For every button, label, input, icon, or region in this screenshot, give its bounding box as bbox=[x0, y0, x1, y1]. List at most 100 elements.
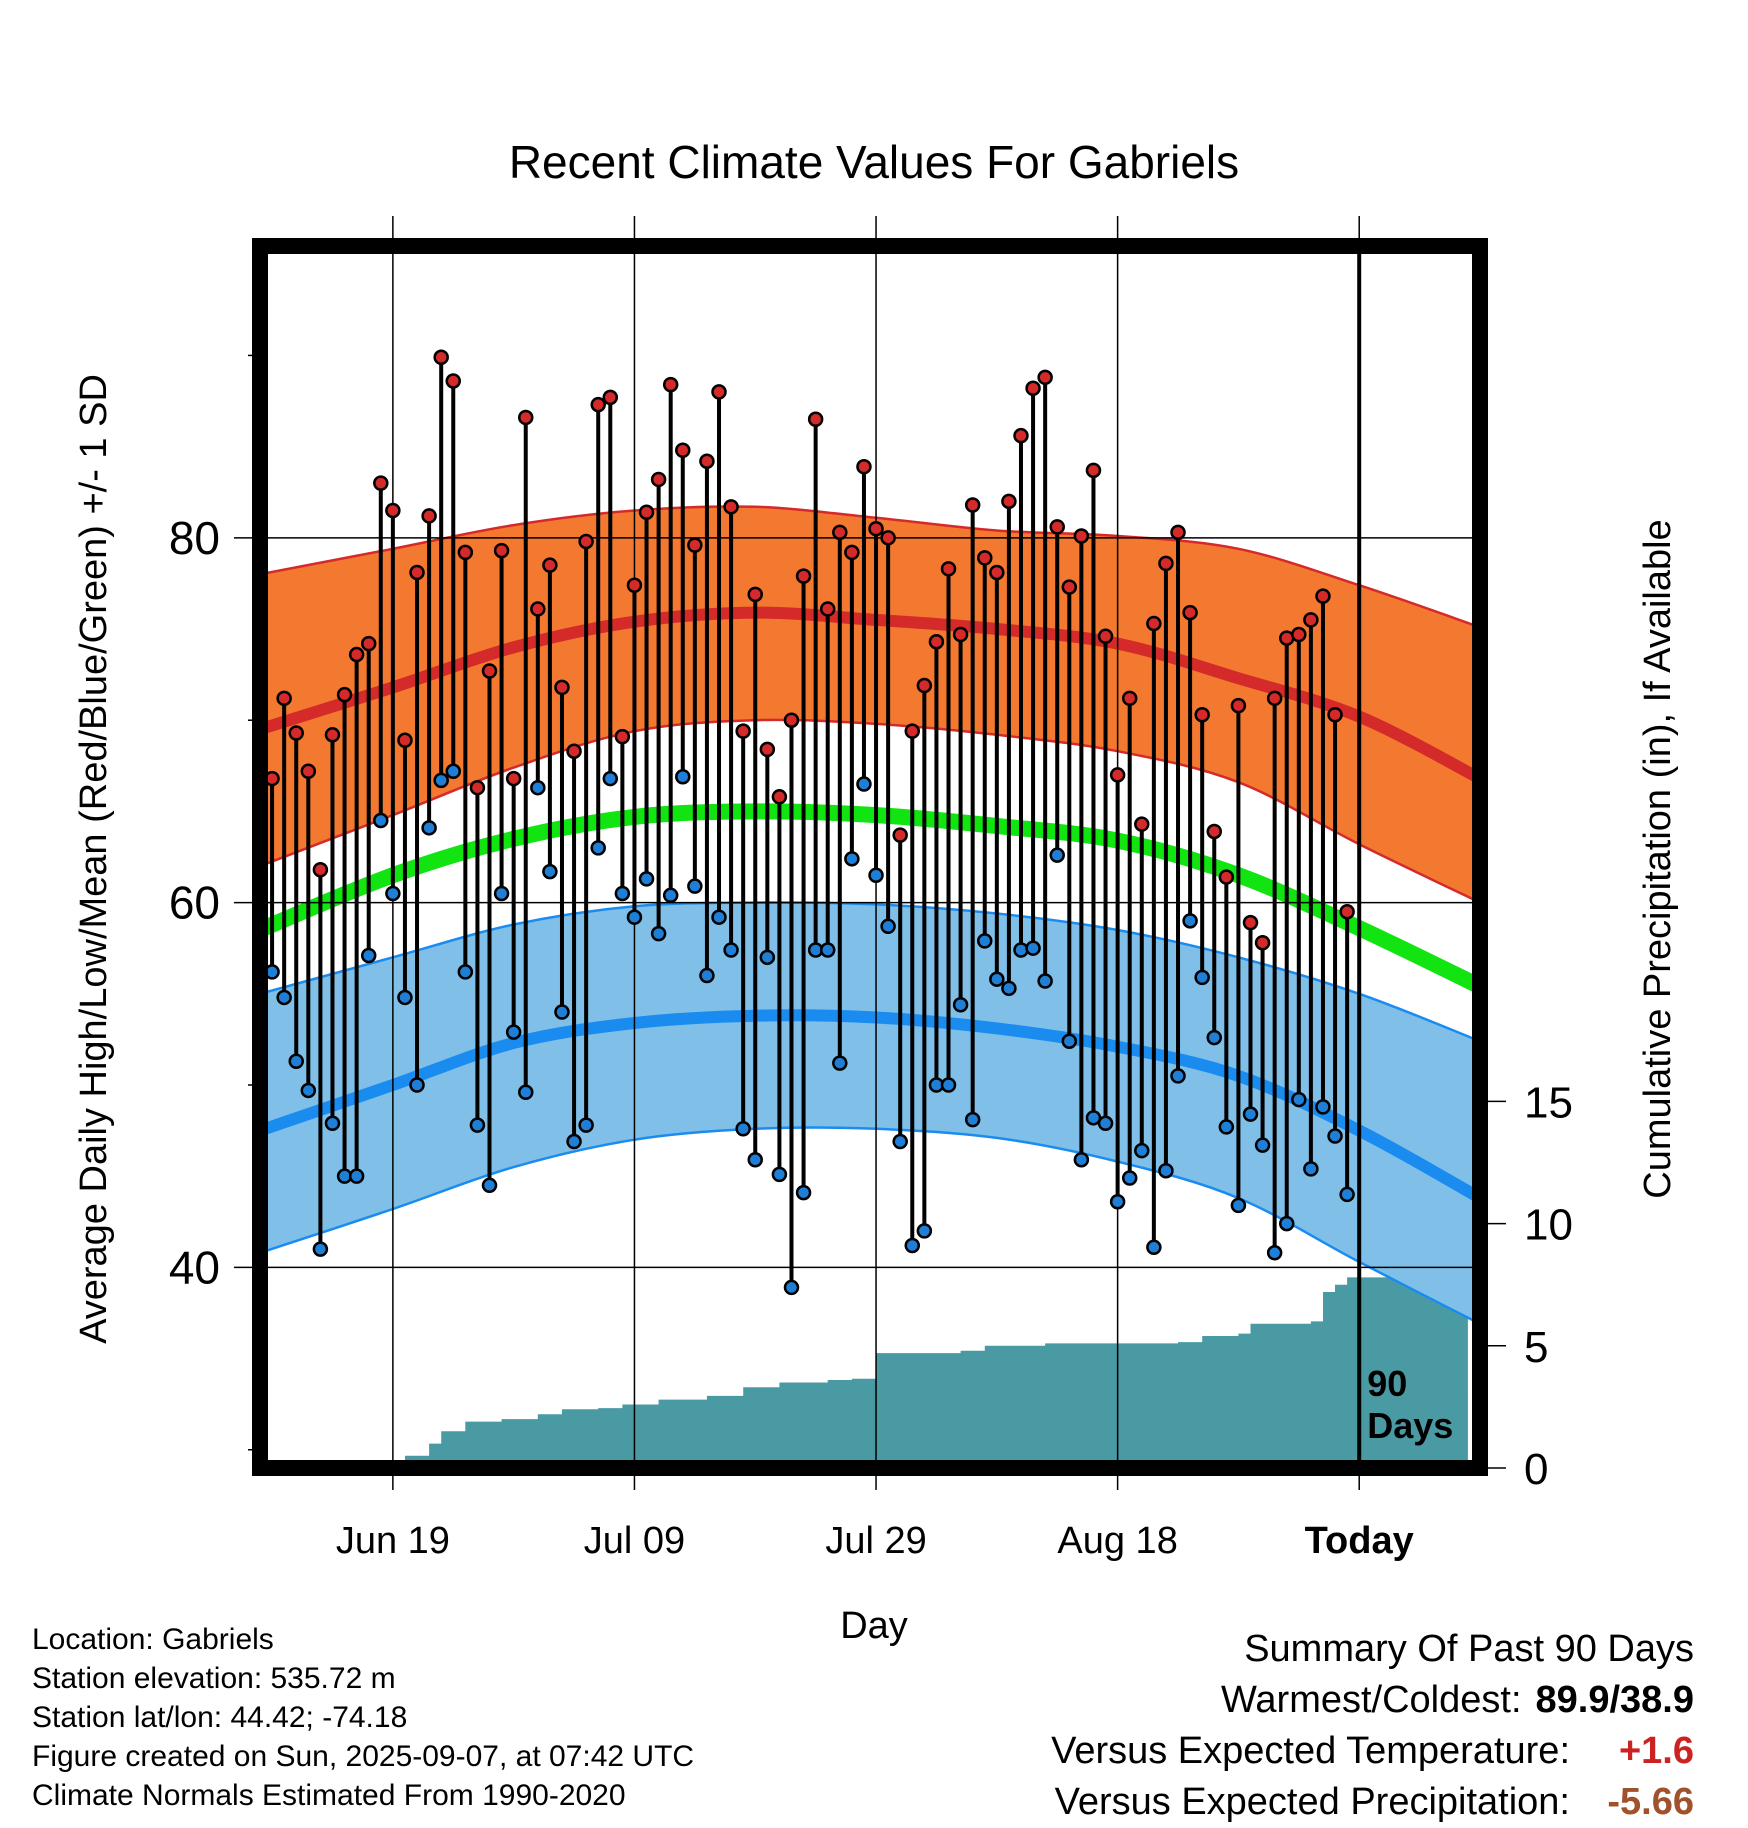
plot-area: 90 Days Jun 19 Jul 09 Jul 29 Aug 18 Today 40 60 8… bbox=[169, 216, 1573, 1562]
daily-low-point bbox=[493, 885, 510, 902]
daily-high-point bbox=[1097, 628, 1114, 645]
daily-high-point bbox=[312, 862, 329, 878]
precip-deviation-value: -5.66 bbox=[1607, 1781, 1694, 1823]
daily-low-point bbox=[1134, 1142, 1150, 1159]
daily-low-point bbox=[1073, 1152, 1090, 1168]
daily-low-point bbox=[868, 867, 884, 883]
daily-high-point bbox=[433, 349, 449, 366]
y-tick-label-right: 5 bbox=[1524, 1323, 1548, 1372]
daily-high-point bbox=[650, 471, 667, 488]
daily-low-point bbox=[940, 1077, 957, 1093]
daily-high-point bbox=[1146, 615, 1162, 632]
daily-high-point bbox=[626, 577, 643, 593]
daily-low-point bbox=[542, 863, 558, 880]
daily-low-point bbox=[1146, 1239, 1162, 1256]
daily-low-point bbox=[288, 1053, 304, 1070]
daily-low-point bbox=[844, 851, 860, 867]
daily-low-point bbox=[832, 1055, 848, 1071]
daily-high-point bbox=[397, 732, 413, 749]
daily-high-point bbox=[1109, 767, 1126, 783]
climate-normals-period: Climate Normals Estimated From 1990-2020 bbox=[32, 1779, 626, 1812]
daily-high-point bbox=[445, 373, 462, 389]
daily-low-point bbox=[771, 1166, 788, 1183]
daily-low-point bbox=[445, 763, 462, 780]
daily-high-point bbox=[880, 530, 896, 546]
precip-area bbox=[260, 1277, 1468, 1468]
daily-high-point bbox=[699, 453, 715, 469]
daily-high-point bbox=[360, 635, 377, 652]
daily-high-point bbox=[336, 686, 353, 703]
daily-low-point bbox=[904, 1237, 921, 1254]
daily-high-point bbox=[1013, 427, 1029, 444]
daily-high-point bbox=[517, 409, 534, 426]
y-tick-label-right: 15 bbox=[1524, 1078, 1573, 1127]
daily-low-point bbox=[348, 1168, 365, 1184]
daily-high-point bbox=[783, 712, 800, 728]
daily-low-point bbox=[1315, 1099, 1331, 1115]
daily-low-point bbox=[1327, 1128, 1343, 1144]
daily-high-point bbox=[385, 502, 401, 519]
daily-high-point bbox=[1242, 914, 1259, 931]
daily-high-point bbox=[675, 442, 691, 459]
daily-high-point bbox=[1073, 528, 1090, 544]
daily-low-point bbox=[1182, 913, 1198, 929]
daily-low-point bbox=[373, 812, 389, 829]
station-elevation: Station elevation: 535.72 m bbox=[32, 1662, 396, 1695]
precip-deviation-label: Versus Expected Precipitation: bbox=[1054, 1781, 1570, 1823]
daily-low-point bbox=[1097, 1115, 1114, 1132]
daily-high-point bbox=[373, 475, 389, 491]
y-tick-label-right: 0 bbox=[1524, 1445, 1548, 1494]
daily-high-point bbox=[832, 524, 848, 541]
daily-low-point bbox=[1025, 940, 1041, 956]
daily-high-point bbox=[964, 497, 981, 513]
daily-low-point bbox=[626, 909, 643, 925]
daily-high-point bbox=[892, 827, 908, 843]
x-tick-label: Jun 19 bbox=[336, 1520, 450, 1562]
daily-low-point bbox=[566, 1133, 582, 1150]
daily-low-point bbox=[747, 1152, 763, 1168]
daily-low-point bbox=[1170, 1068, 1186, 1084]
y-axis-label-left: Average Daily High/Low/Mean (Red/Blue/Gr… bbox=[73, 374, 115, 1344]
summary-temp-deviation: Versus Expected Temperature: +1.6 bbox=[1051, 1726, 1694, 1777]
daily-high-point bbox=[1327, 706, 1343, 723]
daily-high-point bbox=[868, 520, 884, 537]
daily-high-point bbox=[662, 376, 679, 393]
daily-low-point bbox=[1037, 973, 1053, 989]
y-tick-label-left: 60 bbox=[169, 877, 220, 929]
daily-low-point bbox=[312, 1241, 329, 1257]
daily-low-point bbox=[662, 887, 679, 904]
daily-low-point bbox=[433, 772, 449, 789]
daily-high-point bbox=[856, 458, 872, 475]
daily-high-point bbox=[1158, 555, 1174, 572]
daily-low-point bbox=[1049, 847, 1065, 863]
x-tick-label: Aug 18 bbox=[1057, 1520, 1177, 1562]
daily-high-point bbox=[711, 384, 727, 400]
daily-low-point bbox=[614, 885, 631, 902]
daily-low-point bbox=[1291, 1091, 1307, 1108]
daily-high-point bbox=[1001, 493, 1017, 510]
daily-high-point bbox=[1049, 519, 1065, 535]
daily-high-point bbox=[1121, 690, 1138, 707]
daily-low-point bbox=[1266, 1245, 1283, 1261]
daily-high-point bbox=[687, 537, 703, 553]
daily-high-point bbox=[1182, 604, 1198, 621]
daily-high-point bbox=[469, 779, 486, 796]
daily-low-point bbox=[602, 770, 619, 787]
daily-low-point bbox=[421, 820, 437, 836]
x-tick-label: Jul 29 bbox=[825, 1520, 926, 1562]
daily-high-point bbox=[457, 544, 474, 561]
daily-low-point bbox=[1194, 969, 1210, 986]
daily-high-point bbox=[1025, 380, 1041, 397]
daily-low-point bbox=[916, 1223, 933, 1239]
daily-high-point bbox=[952, 626, 969, 643]
daily-low-point bbox=[699, 967, 715, 984]
daily-low-point bbox=[1206, 1029, 1223, 1046]
plot-content: 90 Days bbox=[260, 246, 1480, 1468]
window-label-line: Days bbox=[1367, 1405, 1453, 1446]
daily-high-point bbox=[590, 396, 606, 413]
station-info: Location: Gabriels Station elevation: 53… bbox=[32, 1620, 694, 1815]
daily-low-point bbox=[759, 949, 776, 966]
daily-low-point bbox=[856, 776, 872, 792]
daily-low-point bbox=[1218, 1119, 1235, 1135]
daily-high-point bbox=[977, 550, 993, 566]
